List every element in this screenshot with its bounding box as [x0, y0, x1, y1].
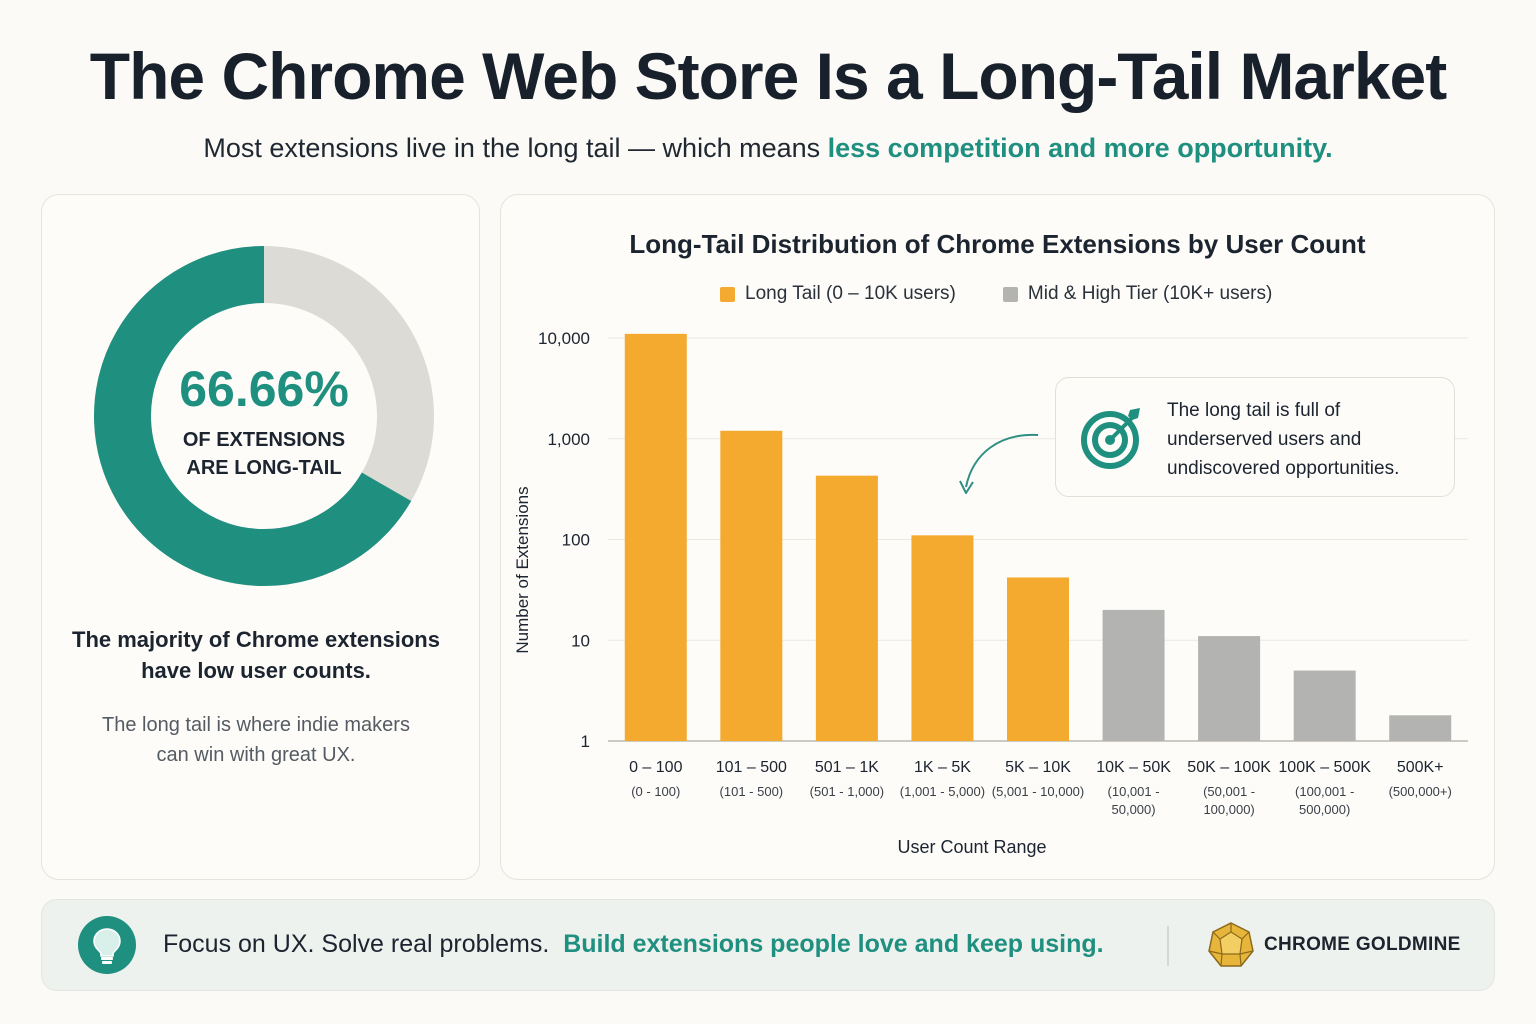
- x-tick-sublabel: (5,001 - 10,000): [992, 784, 1085, 799]
- x-tick-label: 50K – 100K: [1187, 759, 1271, 776]
- summary-headline: The majority of Chrome extensions have l…: [56, 624, 456, 686]
- x-tick-label: 1K – 5K: [914, 759, 971, 776]
- bar-long_tail: [815, 475, 878, 741]
- y-tick-label: 100: [562, 531, 590, 550]
- x-tick-label: 500K+: [1397, 759, 1444, 776]
- target-icon: [1081, 408, 1140, 469]
- callout-arrow: [959, 433, 1039, 494]
- callout-line2: underserved users and: [1167, 429, 1362, 450]
- summary-note-line2: can win with great UX.: [156, 744, 356, 766]
- legend-swatch-long-tail: [720, 286, 735, 302]
- x-tick-label: 101 – 500: [716, 759, 787, 776]
- brand-name: CHROME GOLDMINE: [1264, 934, 1461, 955]
- y-tick-label: 1: [581, 732, 590, 751]
- chart-legend: Long Tail (0 – 10K users) Mid & High Tie…: [720, 282, 1319, 306]
- chart-title: Long-Tail Distribution of Chrome Extensi…: [629, 229, 1366, 259]
- x-tick-sublabel: (10,001 -: [1108, 784, 1160, 799]
- x-tick-sublabel: (0 - 100): [631, 784, 680, 799]
- x-tick-sublabel: (500,000+): [1389, 784, 1452, 799]
- donut-caption: OF EXTENSIONS ARE LONG-TAIL: [94, 426, 434, 482]
- donut-long-tail-segment: [94, 246, 412, 586]
- bar-long_tail: [911, 535, 974, 741]
- bar-mid_high: [1293, 670, 1356, 741]
- callout-line1: The long tail is full of: [1167, 400, 1341, 421]
- bar-chart: 1 10 100 1,000 10,000 0 – 100 (0 - 100) 101 – 5…: [513, 329, 1468, 857]
- x-tick-sublabel: 500,000): [1299, 802, 1350, 817]
- legend-swatch-mid-high: [1002, 286, 1018, 302]
- footer-text-plain: Focus on UX. Solve real problems.: [163, 930, 550, 958]
- footer-divider: [1167, 926, 1169, 966]
- summary-note-line1: The long tail is where indie makers: [102, 714, 410, 736]
- legend-item-long-tail: Long Tail (0 – 10K users): [720, 283, 956, 305]
- summary-note: The long tail is where indie makers can …: [56, 710, 456, 770]
- footer-text: Focus on UX. Solve real problems. Build …: [163, 930, 1104, 959]
- gem-icon: [1208, 922, 1254, 967]
- bar-long_tail: [624, 333, 687, 741]
- footer-banner: Focus on UX. Solve real problems. Build …: [41, 899, 1495, 991]
- y-axis-label: Number of Extensions: [513, 486, 532, 653]
- subtitle-plain: Most extensions live in the long tail — …: [203, 133, 828, 163]
- x-tick-label: 501 – 1K: [815, 759, 879, 776]
- legend-label-long-tail: Long Tail (0 – 10K users): [745, 283, 956, 304]
- donut-caption-line2: ARE LONG-TAIL: [186, 457, 342, 479]
- y-tick-label: 10,000: [538, 329, 590, 348]
- x-tick-sublabel: (100,001 -: [1295, 784, 1354, 799]
- legend-item-mid-high: Mid & High Tier (10K+ users): [1002, 283, 1273, 305]
- donut-percent: 66.66%: [179, 361, 349, 417]
- x-tick-sublabel: 50,000): [1112, 802, 1156, 817]
- x-tick-label: 100K – 500K: [1278, 759, 1371, 776]
- x-tick-sublabel: (50,001 -: [1203, 784, 1255, 799]
- x-tick-sublabel: (101 - 500): [720, 784, 784, 799]
- x-tick-sublabel: 100,000): [1203, 802, 1254, 817]
- donut-caption-line1: OF EXTENSIONS: [182, 429, 346, 451]
- long-tail-donut: [94, 246, 434, 586]
- x-tick-sublabel: (501 - 1,000): [810, 784, 884, 799]
- lightbulb-icon: [78, 916, 136, 974]
- callout-line3: undiscovered opportunities.: [1167, 458, 1400, 479]
- bar-mid_high: [1198, 636, 1261, 741]
- x-tick-label: 0 – 100: [629, 759, 682, 776]
- summary-headline-line2: have low user counts.: [141, 658, 371, 683]
- x-tick-sublabel: (1,001 - 5,000): [900, 784, 985, 799]
- footer-text-accent: Build extensions people love and keep us…: [563, 930, 1104, 958]
- summary-headline-line1: The majority of Chrome extensions: [72, 627, 440, 652]
- bar-long_tail: [720, 430, 783, 741]
- legend-label-mid-high: Mid & High Tier (10K+ users): [1027, 283, 1273, 304]
- bar-mid_high: [1389, 715, 1452, 741]
- callout-box: The long tail is full of underserved use…: [1055, 377, 1455, 497]
- x-axis-label: User Count Range: [897, 837, 1046, 857]
- callout-text: The long tail is full of underserved use…: [1167, 396, 1447, 483]
- page-title: The Chrome Web Store Is a Long-Tail Mark…: [89, 39, 1447, 113]
- page-subtitle: Most extensions live in the long tail — …: [0, 133, 1536, 164]
- subtitle-accent: less competition and more opportunity.: [827, 133, 1333, 163]
- bar-long_tail: [1007, 577, 1069, 741]
- bar-mid_high: [1102, 609, 1165, 741]
- x-tick-label: 10K – 50K: [1096, 759, 1171, 776]
- y-tick-label: 1,000: [547, 430, 590, 449]
- x-tick-label: 5K – 10K: [1005, 759, 1071, 776]
- y-tick-label: 10: [571, 631, 590, 650]
